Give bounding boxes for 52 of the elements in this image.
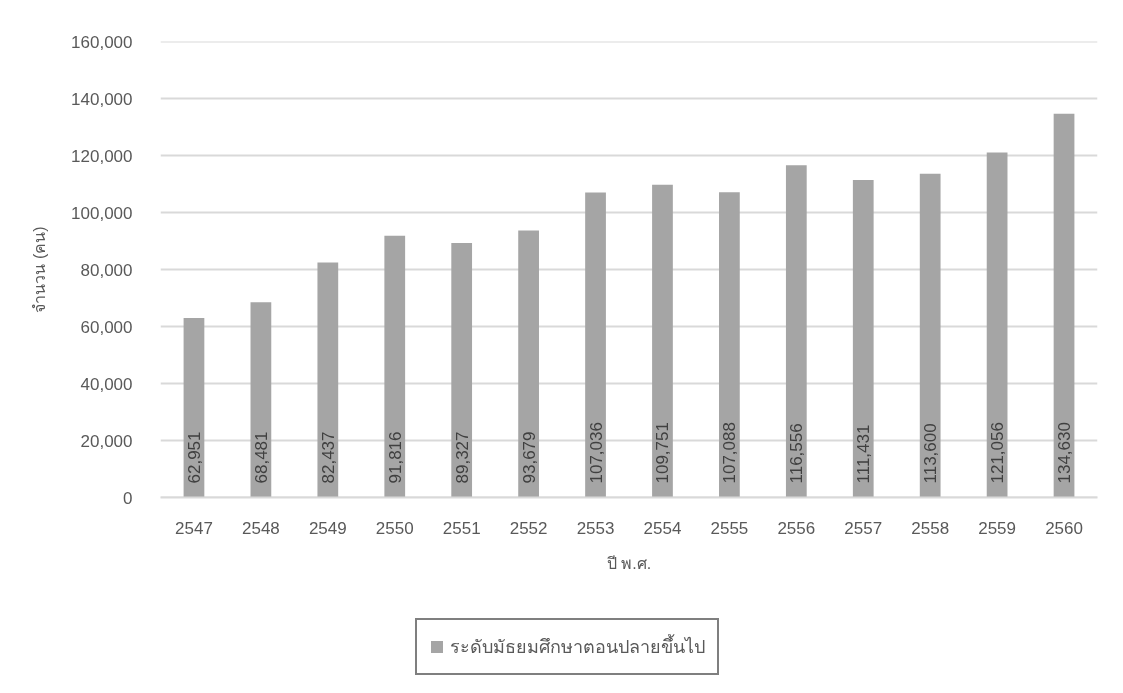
- bar: [384, 235, 406, 498]
- bar: [852, 179, 874, 498]
- data-label: 93,679: [519, 431, 539, 484]
- x-tick-label: 2550: [375, 518, 414, 538]
- data-label: 111,431: [854, 424, 874, 484]
- x-tick-label: 2553: [576, 518, 615, 538]
- x-tick-label: 2552: [509, 518, 548, 538]
- x-tick-label: 2551: [442, 518, 481, 538]
- y-tick-label: 140,000: [71, 89, 133, 109]
- data-label: 91,816: [385, 431, 405, 484]
- x-tick-label: 2548: [241, 518, 280, 538]
- y-tick-label: 80,000: [80, 260, 133, 280]
- bar: [451, 242, 473, 498]
- data-label: 89,327: [452, 431, 472, 484]
- bar: [585, 192, 606, 498]
- x-tick-label: 2560: [1045, 518, 1083, 538]
- x-tick-label: 2559: [978, 518, 1017, 538]
- bar: [518, 230, 539, 498]
- data-label: 68,481: [251, 431, 271, 484]
- y-tick-label: 0: [123, 488, 133, 508]
- data-label: 62,951: [184, 431, 204, 484]
- x-tick-label: 2556: [777, 518, 816, 538]
- bar: [986, 152, 1008, 498]
- y-tick-label: 160,000: [71, 32, 133, 52]
- bar: [919, 173, 941, 498]
- data-label: 107,088: [720, 422, 740, 484]
- x-tick-label: 2558: [911, 518, 950, 538]
- y-tick-label: 60,000: [80, 317, 133, 337]
- x-tick-label: 2554: [643, 518, 682, 538]
- data-label: 107,036: [586, 422, 606, 484]
- data-label: 116,556: [787, 423, 807, 484]
- bar: [652, 184, 673, 498]
- y-tick-label: 120,000: [71, 146, 133, 166]
- x-tick-label: 2549: [308, 518, 347, 538]
- bar: [719, 192, 740, 498]
- bar: [317, 262, 339, 498]
- y-axis-title: จำนวน (คน): [31, 226, 49, 313]
- data-label: 113,600: [921, 423, 941, 484]
- x-axis-title: ปี พ.ศ.: [606, 554, 652, 572]
- x-tick-label: 2555: [710, 518, 749, 538]
- x-tick-label: 2557: [844, 518, 883, 538]
- data-label: 109,751: [653, 422, 673, 484]
- data-label: 121,056: [988, 422, 1008, 484]
- y-tick-label: 100,000: [71, 203, 133, 223]
- y-tick-label: 40,000: [80, 374, 133, 394]
- x-tick-label: 2547: [175, 518, 213, 538]
- data-label: 134,630: [1055, 422, 1075, 484]
- legend-label: ระดับมัธยมศึกษาตอนปลายขึ้นไป: [450, 633, 705, 659]
- data-label: 82,437: [318, 431, 338, 484]
- y-tick-label: 20,000: [80, 431, 133, 451]
- bar: [785, 165, 807, 498]
- bar: [1053, 113, 1075, 498]
